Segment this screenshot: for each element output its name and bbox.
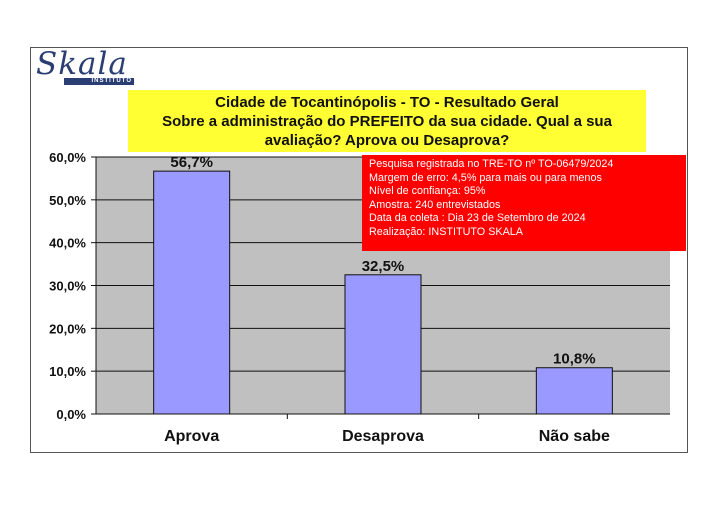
info-line-date: Data da coleta : Dia 23 de Setembro de 2… — [369, 212, 586, 225]
info-line-author: Realização: INSTITUTO SKALA — [369, 225, 524, 238]
y-tick-label: 20,0% — [49, 321, 86, 336]
survey-info-box: Pesquisa registrada no TRE-TO nº TO-0647… — [362, 155, 686, 251]
skala-logo: Skala INSTITUTO — [36, 46, 140, 88]
info-line-margin: Margem de erro: 4,5% para mais ou para m… — [369, 171, 602, 184]
info-line-sample: Amostra: 240 entrevistados — [369, 198, 501, 211]
bar-value-label: 10,8% — [553, 351, 596, 368]
chart-title: Cidade de Tocantinópolis - TO - Resultad… — [128, 90, 646, 152]
logo-subtitle: INSTITUTO — [64, 78, 134, 85]
info-line-confidence: Nível de confiança: 95% — [369, 185, 486, 198]
title-line-3: avaliação? Aprova ou Desaprova? — [264, 131, 510, 149]
title-line-1: Cidade de Tocantinópolis - TO - Resultad… — [215, 93, 559, 111]
y-tick-label: 60,0% — [49, 150, 86, 165]
bar-value-label: 56,7% — [170, 154, 213, 171]
y-tick-label: 0,0% — [56, 407, 86, 422]
bar — [535, 367, 613, 415]
y-tick-label: 30,0% — [49, 279, 86, 294]
x-category-label: Desaprova — [342, 428, 424, 445]
y-tick-label: 40,0% — [49, 236, 86, 251]
y-tick-label: 10,0% — [49, 364, 86, 379]
y-tick-label: 50,0% — [49, 193, 86, 208]
bar-value-label: 32,5% — [362, 258, 405, 275]
info-line-registration: Pesquisa registrada no TRE-TO nº TO-0647… — [369, 158, 614, 170]
x-category-label: Não sabe — [539, 428, 610, 445]
title-line-2: Sobre a administração do PREFEITO da sua… — [162, 112, 612, 130]
logo-word: Skala — [36, 46, 128, 82]
bar — [344, 274, 422, 415]
x-category-label: Aprova — [164, 428, 219, 445]
bar — [153, 170, 231, 415]
